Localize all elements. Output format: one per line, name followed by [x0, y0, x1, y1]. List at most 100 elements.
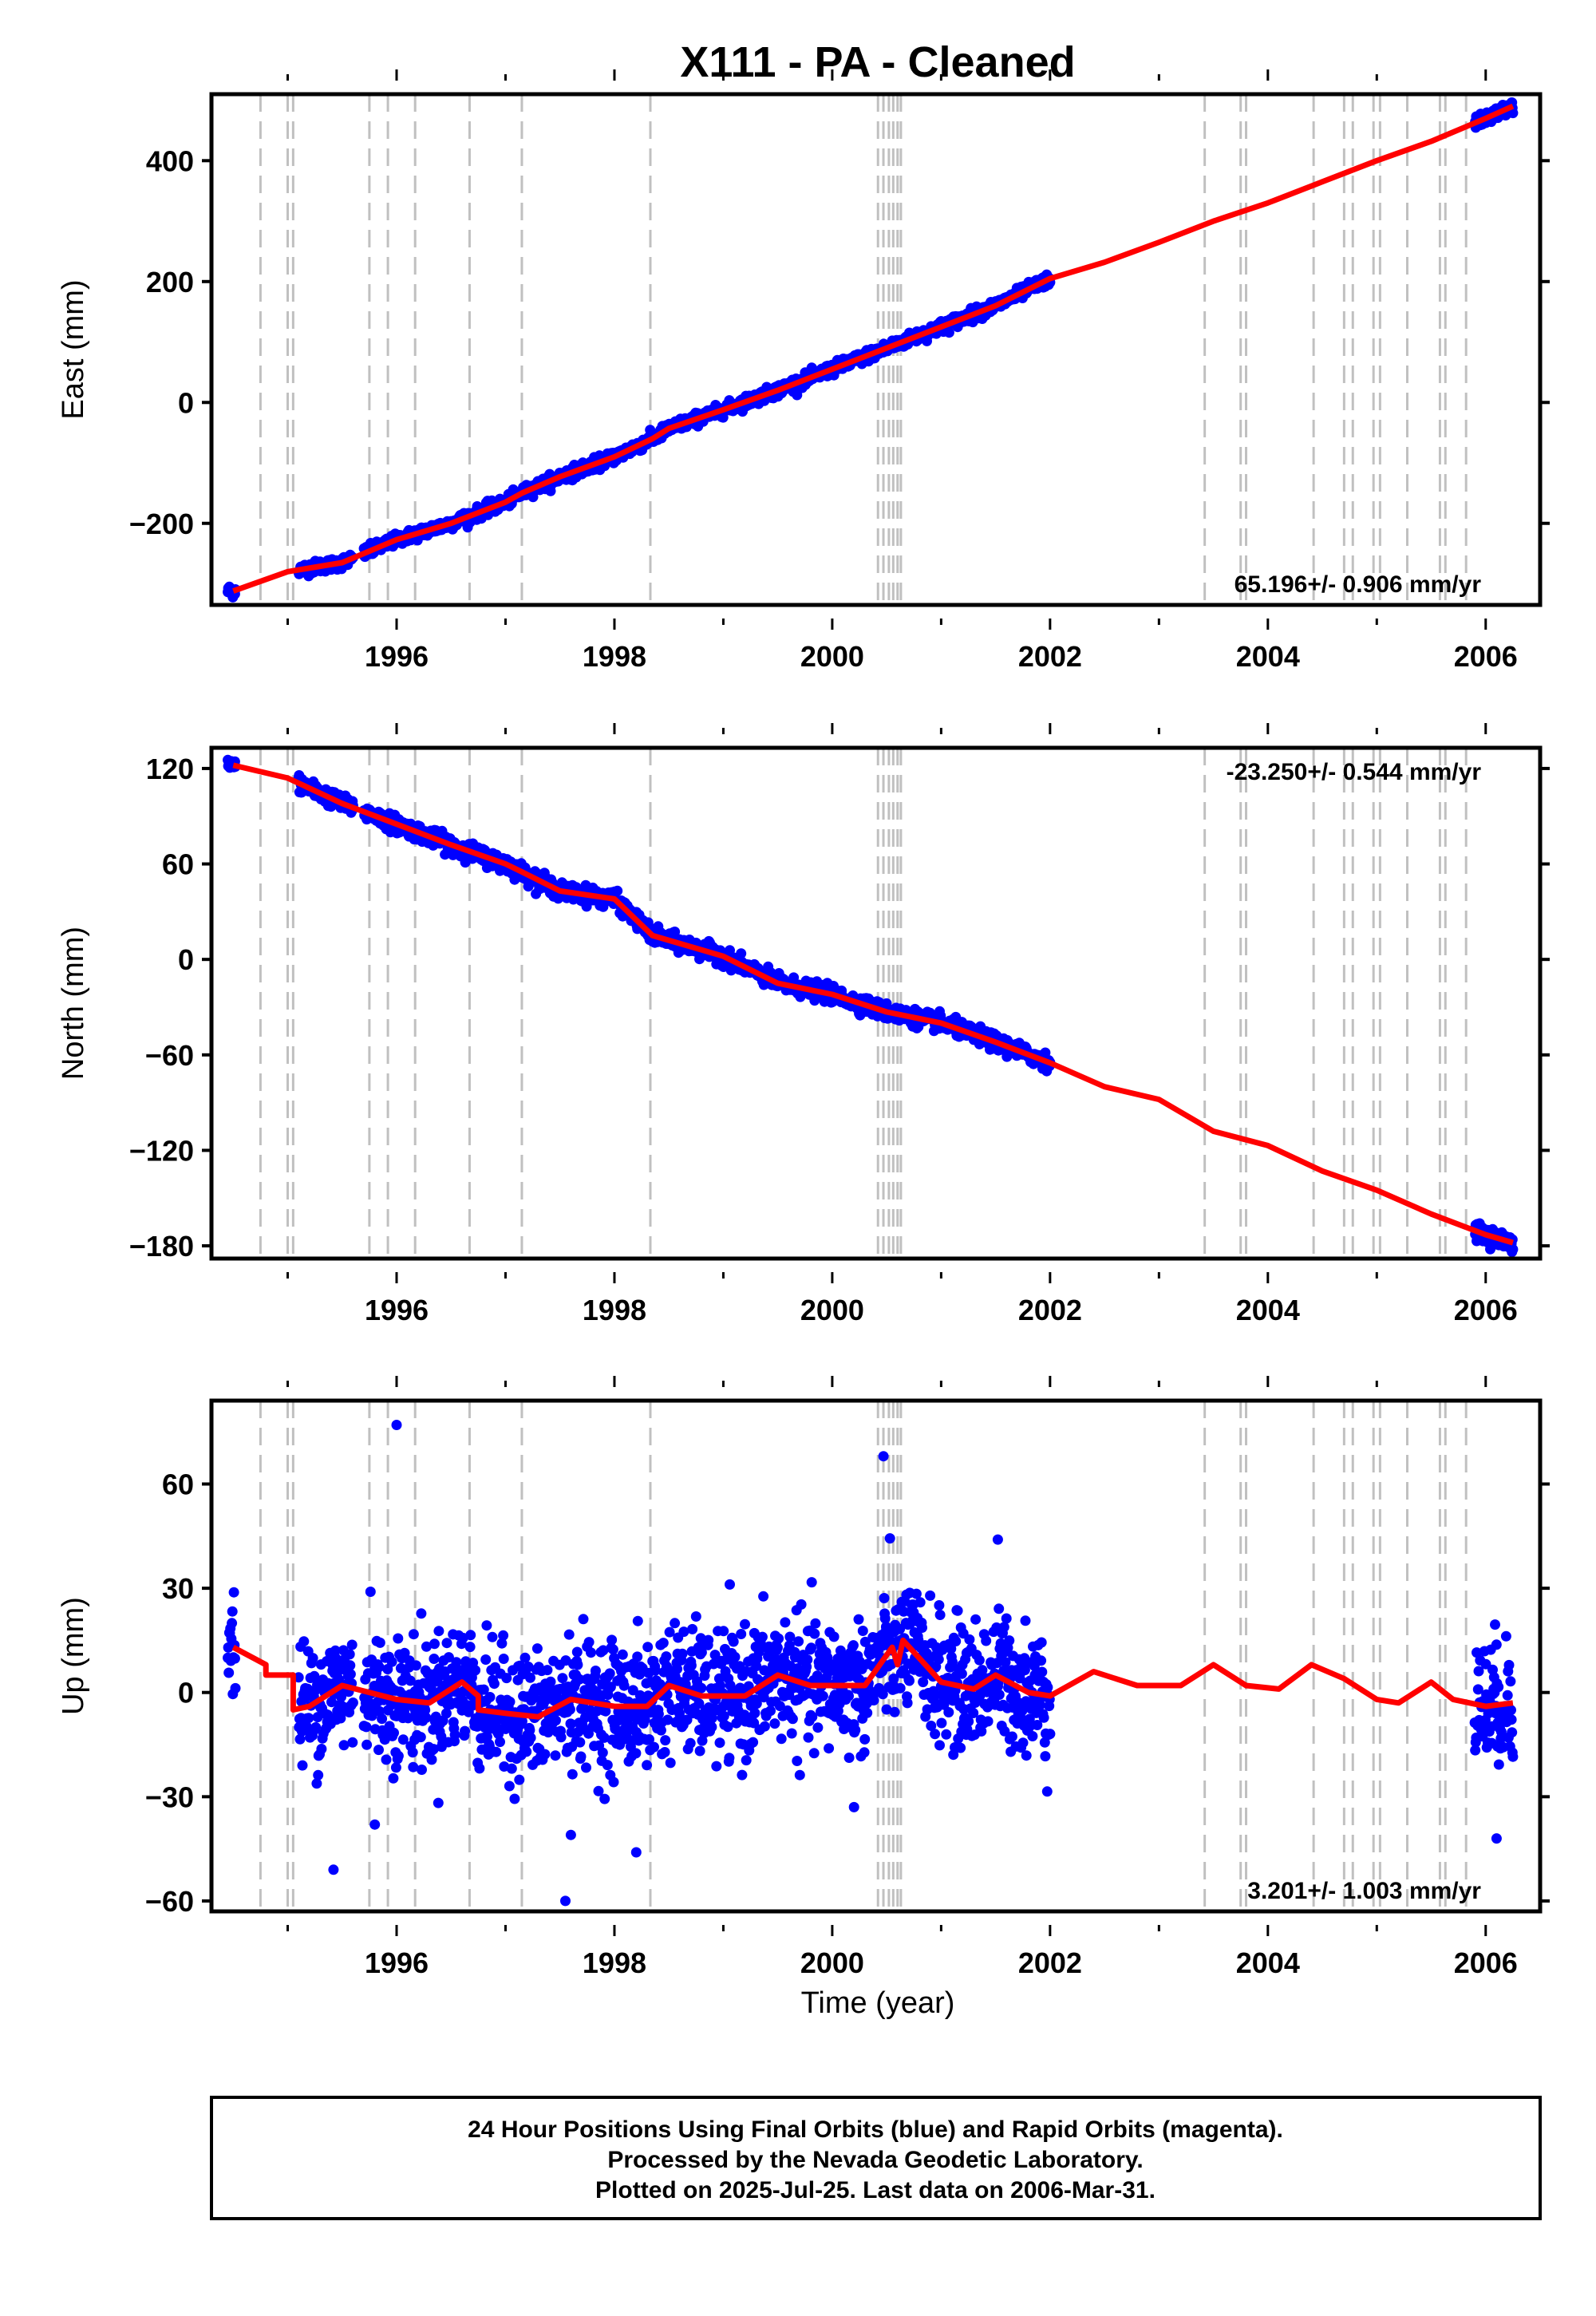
up-point: [659, 1747, 670, 1757]
up-point: [711, 1761, 722, 1772]
up-point: [484, 1692, 496, 1702]
up-point: [981, 1635, 992, 1646]
up-point: [661, 1651, 672, 1662]
up-point: [416, 1608, 427, 1619]
up-point: [504, 1696, 516, 1707]
up-point: [1001, 1613, 1012, 1624]
up-data-points: [223, 1420, 1519, 1907]
up-point: [441, 1638, 452, 1649]
up-point: [843, 1690, 854, 1701]
up-point: [660, 1735, 671, 1746]
up-point: [665, 1757, 676, 1769]
north-point: [1507, 1244, 1519, 1255]
up-point: [433, 1797, 444, 1808]
up-point: [449, 1729, 460, 1741]
up-point: [737, 1769, 748, 1780]
up-point: [550, 1750, 561, 1761]
east-y-tick-label: −200: [129, 508, 194, 540]
up-point: [902, 1697, 913, 1709]
up-point: [491, 1746, 502, 1757]
up-point: [776, 1733, 787, 1745]
up-point: [374, 1637, 385, 1648]
up-point: [313, 1769, 324, 1780]
up-point: [346, 1639, 358, 1650]
up-point: [586, 1647, 596, 1658]
up-point: [765, 1705, 776, 1717]
up-point: [381, 1754, 392, 1765]
up-point: [597, 1747, 608, 1758]
east-y-tick-label: 0: [178, 386, 194, 419]
up-point: [347, 1737, 358, 1748]
east-y-tick-label: 400: [146, 144, 194, 177]
north-y-axis-label: North (mm): [57, 927, 90, 1080]
east-data-points: [223, 97, 1519, 603]
up-point: [426, 1754, 437, 1765]
up-point: [847, 1640, 859, 1651]
up-point: [393, 1750, 404, 1761]
up-point: [617, 1649, 628, 1660]
up-point: [802, 1654, 813, 1666]
up-point: [567, 1769, 578, 1780]
up-point: [488, 1678, 500, 1690]
up-point: [917, 1622, 927, 1633]
up-point: [506, 1763, 517, 1774]
up-point: [316, 1744, 327, 1754]
up-point: [474, 1763, 485, 1774]
up-point: [465, 1630, 476, 1641]
north-x-tick-label: 2006: [1454, 1294, 1518, 1326]
up-point: [729, 1651, 741, 1662]
up-point: [410, 1660, 421, 1671]
chart-title: X111 - PA - Cleaned: [680, 38, 1075, 86]
up-point: [227, 1606, 238, 1617]
up-point: [685, 1737, 696, 1749]
up-point: [694, 1745, 705, 1757]
north-x-tick-label: 2000: [800, 1294, 864, 1326]
up-point: [703, 1634, 714, 1646]
up-point: [773, 1633, 784, 1644]
up-point: [649, 1741, 659, 1753]
up-point: [298, 1636, 310, 1647]
up-point: [495, 1737, 505, 1748]
up-point: [347, 1697, 358, 1708]
up-point: [417, 1765, 427, 1775]
up-point: [884, 1533, 895, 1544]
up-point: [850, 1725, 861, 1736]
up-point: [889, 1706, 900, 1717]
up-point: [994, 1690, 1005, 1700]
north-y-tick-label: −60: [145, 1039, 194, 1072]
up-point: [642, 1760, 653, 1771]
up-point: [690, 1611, 701, 1622]
up-point: [557, 1673, 568, 1684]
north-y-tick-label: −120: [129, 1134, 194, 1167]
up-point: [303, 1713, 314, 1724]
up-point: [498, 1630, 509, 1641]
up-point: [759, 1721, 770, 1732]
up-point: [583, 1637, 595, 1648]
up-point: [934, 1740, 945, 1751]
up-point: [408, 1629, 419, 1640]
up-point: [812, 1722, 824, 1733]
east-y-tick-label: 200: [146, 266, 194, 298]
up-point: [741, 1755, 752, 1766]
north-y-tick-label: 0: [178, 943, 194, 976]
up-point: [828, 1631, 839, 1642]
up-point: [862, 1707, 873, 1718]
up-point: [915, 1597, 926, 1608]
up-point: [895, 1682, 906, 1694]
up-point: [606, 1634, 618, 1646]
up-point: [393, 1633, 404, 1644]
up-point: [964, 1634, 975, 1645]
up-point: [514, 1774, 525, 1785]
up-point: [590, 1666, 601, 1676]
north-y-tick-label: 120: [146, 753, 194, 785]
up-point: [509, 1793, 520, 1804]
north-y-tick-label: −180: [129, 1230, 194, 1263]
up-point: [229, 1653, 240, 1664]
up-point: [389, 1727, 399, 1738]
up-point: [618, 1680, 630, 1691]
up-point: [677, 1648, 688, 1659]
north-x-tick-label: 2002: [1018, 1294, 1082, 1326]
up-point: [718, 1626, 729, 1637]
